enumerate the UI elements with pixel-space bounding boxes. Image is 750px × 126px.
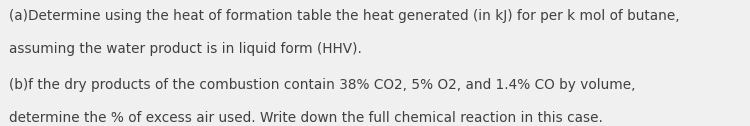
Text: (a)Determine using the heat of formation table the heat generated (in kJ) for pe: (a)Determine using the heat of formation… [9, 9, 680, 23]
Text: (b)f the dry products of the combustion contain 38% CO2, 5% O2, and 1.4% CO by v: (b)f the dry products of the combustion … [9, 78, 635, 92]
Text: assuming the water product is in liquid form (HHV).: assuming the water product is in liquid … [9, 42, 362, 56]
Text: determine the % of excess air used. Write down the full chemical reaction in thi: determine the % of excess air used. Writ… [9, 111, 603, 125]
